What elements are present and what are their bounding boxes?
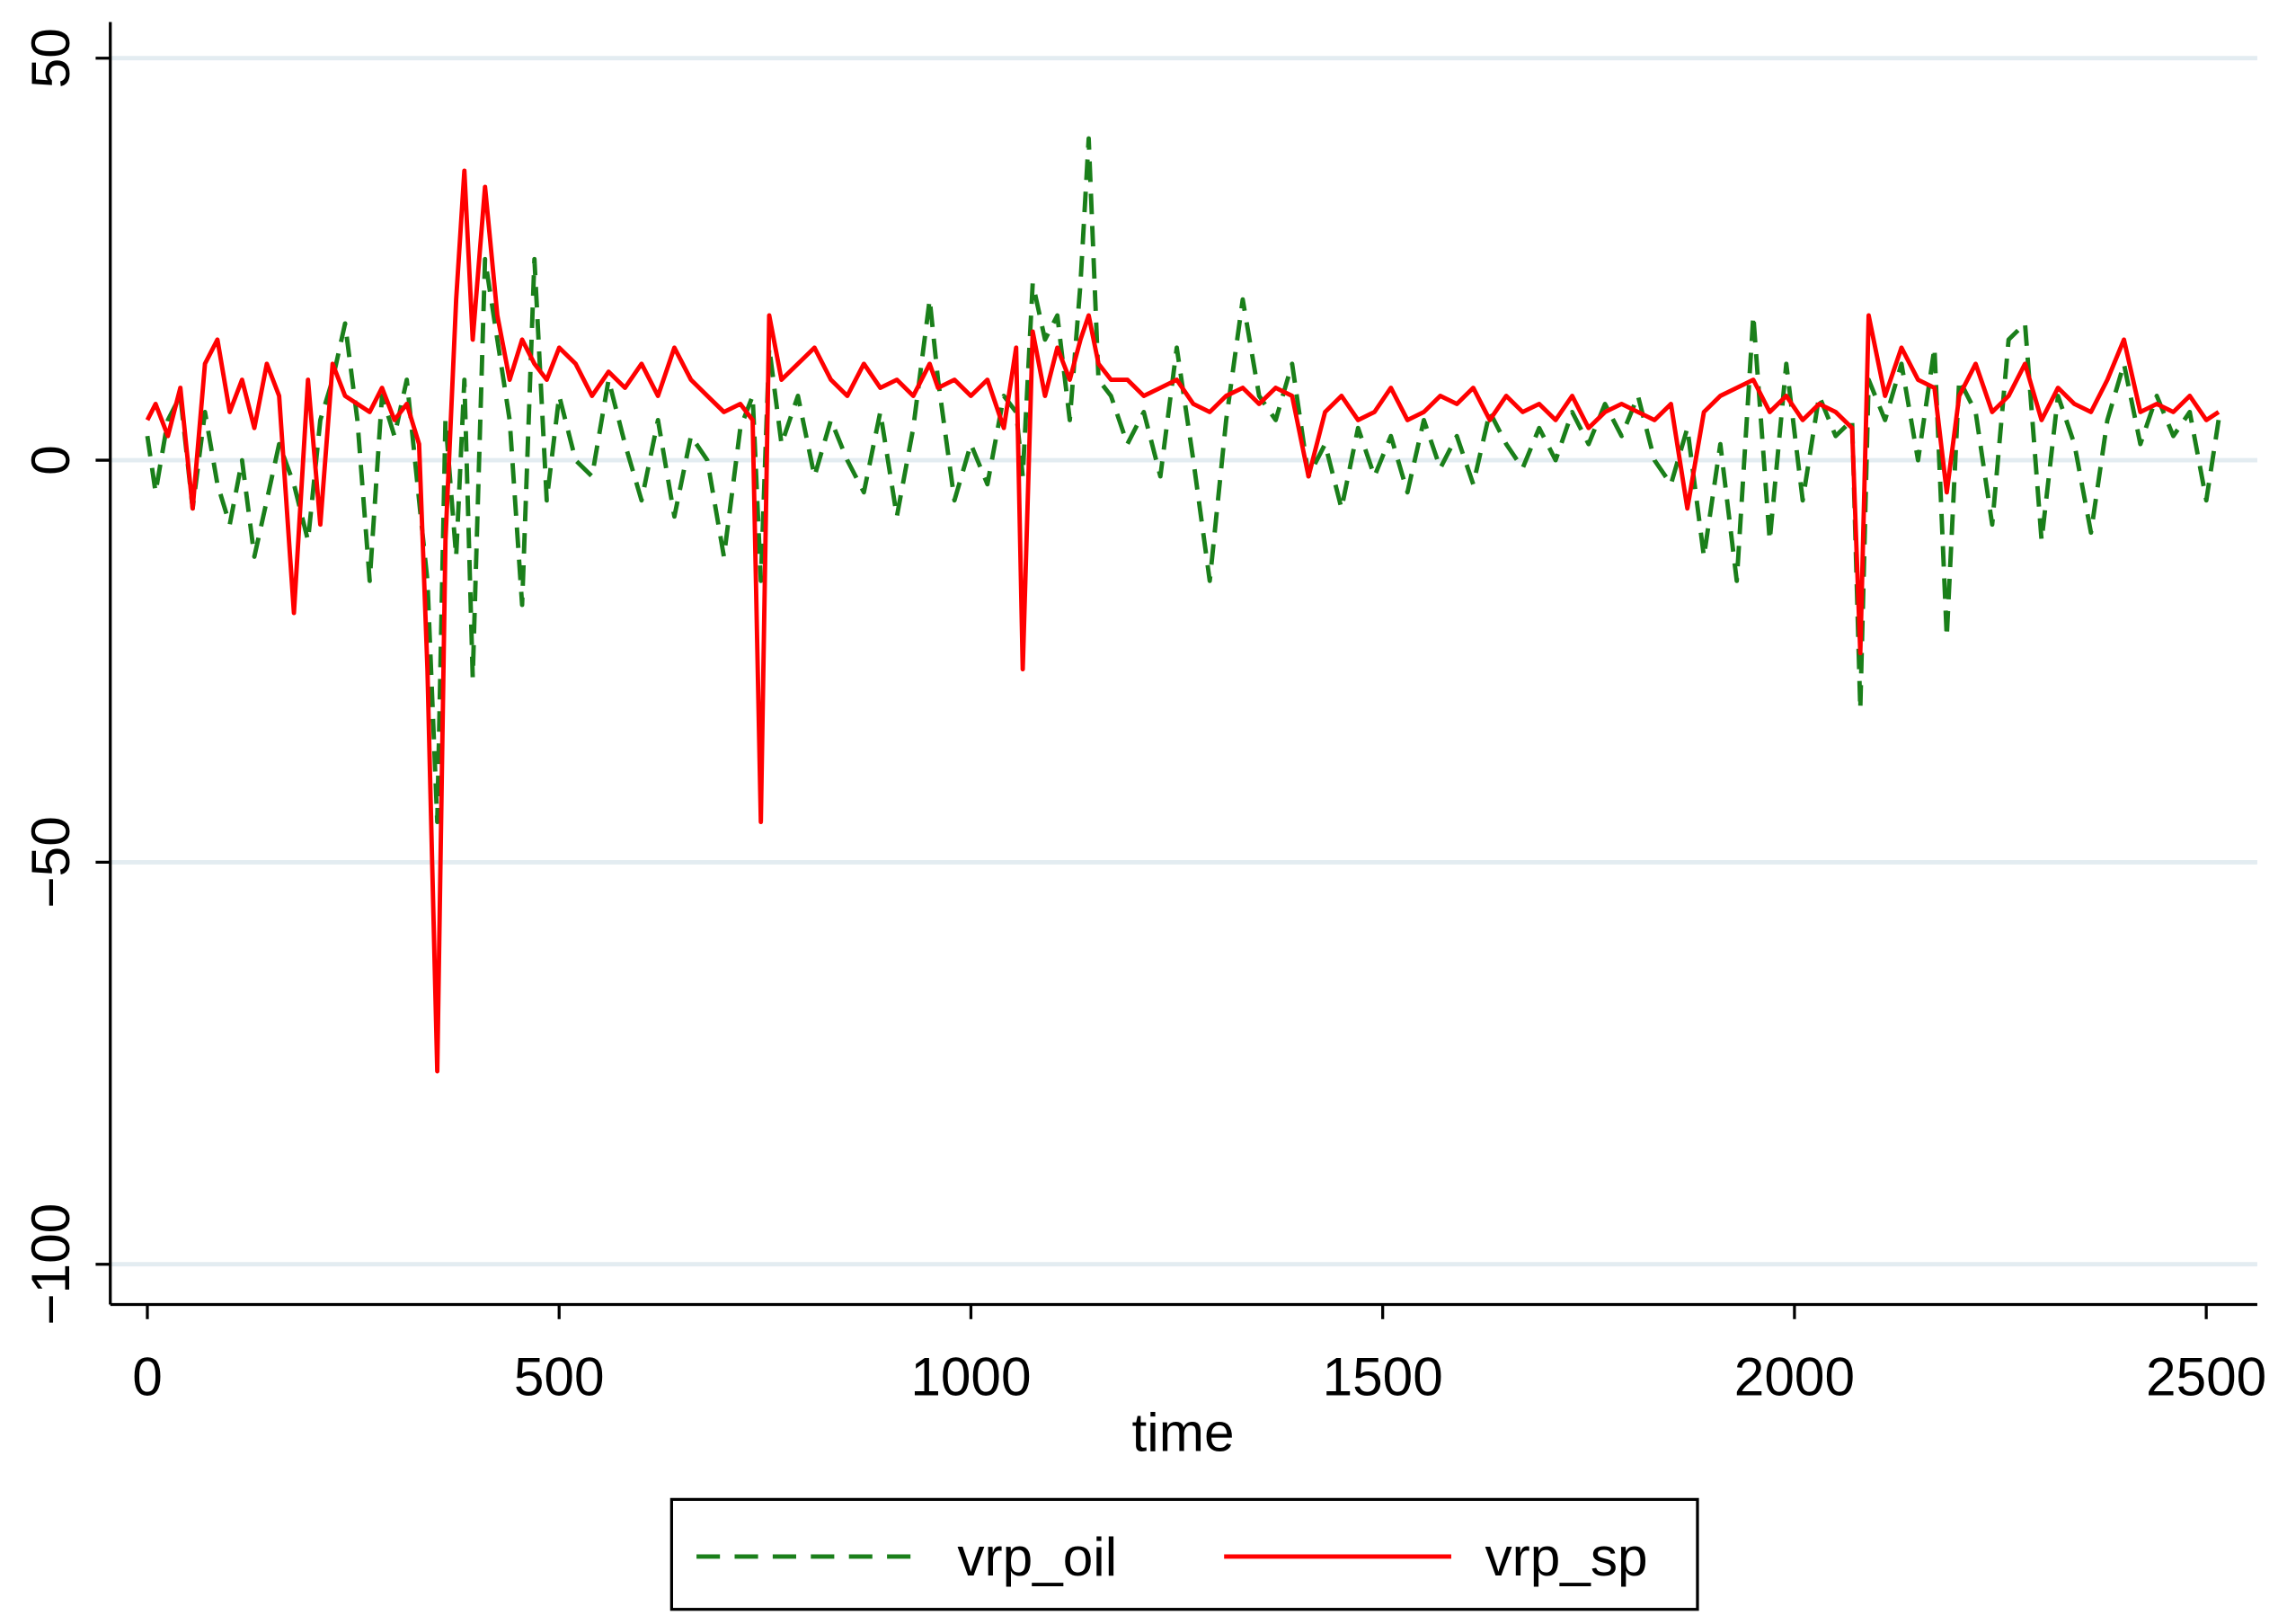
x-tick-label: 1500 (1323, 1346, 1443, 1407)
legend-items: vrp_oil vrp_sp (696, 1526, 1648, 1587)
grid (110, 56, 2257, 1267)
y-tick-label: −100 (20, 1203, 81, 1326)
legend-label: vrp_oil (957, 1526, 1117, 1587)
legend (669, 1497, 1699, 1611)
x-axis-label: time (1132, 1402, 1235, 1463)
x-tick-label: 1000 (910, 1346, 1031, 1407)
y-tick-label: 50 (20, 28, 81, 88)
y-tick-label: −50 (20, 816, 81, 908)
y-tick-label: 0 (20, 445, 81, 475)
legend-label: vrp_sp (1485, 1526, 1647, 1587)
series-line (145, 168, 2221, 1074)
x-tick-label: 2500 (2146, 1346, 2266, 1407)
x-tick-label: 2000 (1734, 1346, 1855, 1407)
x-tick-label: 500 (514, 1346, 605, 1407)
x-tick-label: 0 (132, 1346, 163, 1407)
plot-area (145, 136, 2221, 1074)
